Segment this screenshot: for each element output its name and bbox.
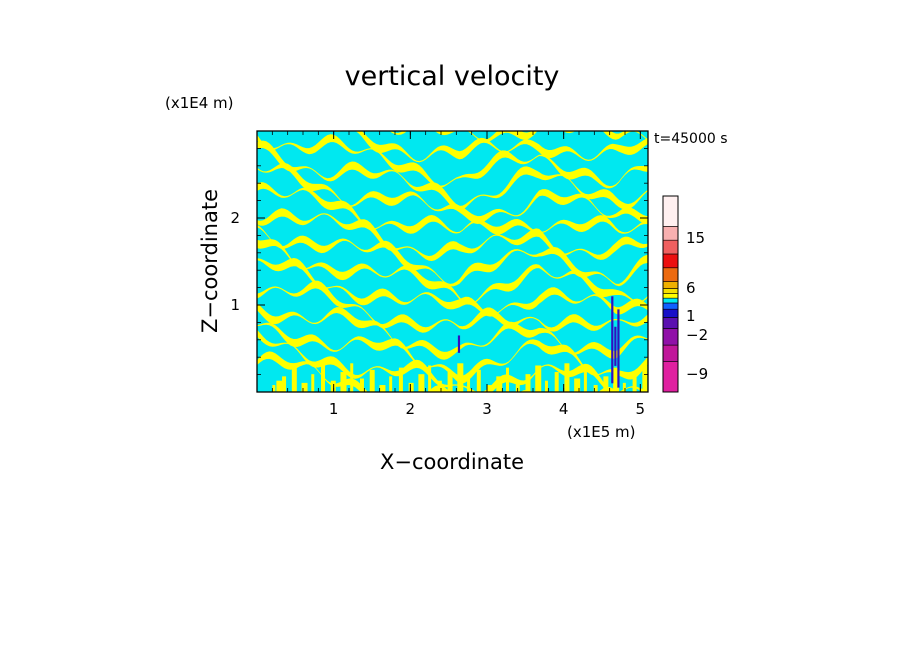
surface-patch	[467, 378, 471, 392]
colorbar-segment	[662, 267, 679, 282]
surface-patch	[276, 380, 283, 392]
colorbar-segment	[662, 239, 679, 255]
strong-velocity-streaks	[457, 296, 620, 388]
y-axis-label: Z−coordinate	[198, 189, 222, 333]
surface-patch	[583, 369, 587, 392]
surface-patch	[544, 380, 548, 392]
y-axis: 12	[230, 147, 648, 376]
surface-patch	[564, 363, 570, 392]
colorbar-tick-label: −2	[686, 326, 708, 344]
surface-patch	[535, 365, 542, 392]
positive-band	[257, 239, 648, 305]
surface-patch	[311, 374, 315, 392]
positive-band	[257, 208, 648, 261]
surface-patch	[321, 365, 326, 392]
x-axis-label: X−coordinate	[380, 450, 524, 474]
colorbar-tick-label: −9	[686, 365, 708, 383]
positive-velocity-bands	[257, 131, 648, 392]
strong-streak	[611, 296, 614, 384]
colorbar-segment	[662, 253, 679, 269]
surface-patch	[428, 365, 432, 392]
surface-patch	[554, 371, 559, 392]
positive-band	[257, 258, 648, 317]
colorbar: 15 6 1−2 −9	[662, 195, 708, 393]
y-unit-label: (x1E4 m)	[165, 94, 234, 112]
colorbar-segment	[662, 297, 679, 304]
surface-patch	[622, 382, 626, 392]
surface-patch	[515, 382, 520, 392]
x-axis: 1 2 3 4 5	[271, 131, 646, 418]
y-tick-label: 2	[230, 209, 240, 227]
positive-band	[257, 140, 648, 212]
strong-streak	[617, 309, 620, 388]
colorbar-tick-label: 6	[686, 279, 696, 297]
velocity-field	[257, 131, 648, 392]
colorbar-segment	[662, 195, 679, 227]
x-tick-label: 3	[482, 400, 492, 418]
surface-patch	[291, 367, 297, 392]
positive-band	[257, 163, 648, 224]
chart-title: vertical velocity	[345, 61, 560, 92]
colorbar-segment	[662, 302, 679, 310]
surface-patch	[476, 369, 481, 392]
surface-patch	[574, 378, 581, 392]
colorbar-segment	[662, 293, 679, 299]
positive-band	[257, 322, 648, 384]
surface-patch	[506, 367, 510, 392]
colorbar-frame	[662, 195, 679, 393]
x-unit-label: (x1E5 m)	[567, 423, 636, 441]
surface-patch	[525, 374, 531, 392]
surface-patch	[272, 385, 276, 392]
colorbar-tick-label: 15	[686, 229, 705, 247]
surface-patch	[350, 363, 354, 392]
plot-frame	[256, 130, 649, 393]
colorbar-segment	[662, 226, 679, 241]
colorbar-segment	[662, 317, 679, 329]
surface-patch	[642, 365, 648, 392]
surface-patch	[437, 380, 442, 392]
positive-band	[257, 329, 648, 392]
positive-band	[257, 303, 648, 360]
strong-streak	[457, 335, 461, 353]
surface-patch	[398, 367, 403, 392]
colorbar-tick-label: 1	[686, 307, 696, 325]
surface-patch	[389, 376, 393, 392]
colorbar-segment	[662, 288, 679, 294]
surface-patch	[418, 374, 425, 392]
surface-patch	[632, 374, 637, 392]
surface-patch	[379, 385, 386, 392]
colorbar-segment	[662, 281, 679, 289]
surface-patch	[496, 376, 503, 392]
positive-band	[257, 280, 648, 333]
surface-patch	[447, 371, 453, 392]
time-label: t=45000 s	[654, 131, 728, 147]
surface-patch	[369, 369, 375, 392]
positive-band	[257, 182, 648, 235]
colorbar-segment	[662, 308, 679, 318]
surface-patch	[593, 385, 598, 392]
x-tick-label: 5	[636, 400, 646, 418]
surface-patch	[408, 382, 414, 392]
surface-patch	[613, 367, 620, 392]
surface-patch	[282, 376, 287, 392]
surface-patch	[603, 376, 609, 392]
x-tick-label: 4	[559, 400, 569, 418]
colorbar-segment	[662, 361, 679, 393]
colorbar-segment	[662, 344, 679, 362]
x-tick-label: 2	[406, 400, 416, 418]
y-tick-label: 1	[230, 296, 240, 314]
surface-patch	[340, 371, 347, 392]
strong-streak	[614, 326, 617, 366]
surface-patch	[486, 385, 492, 392]
surface-patch	[301, 382, 308, 392]
positive-band	[257, 351, 618, 392]
surface-patch	[457, 363, 464, 392]
surface-patch	[359, 378, 364, 392]
x-tick-label: 1	[329, 400, 339, 418]
colorbar-segment	[662, 328, 679, 346]
